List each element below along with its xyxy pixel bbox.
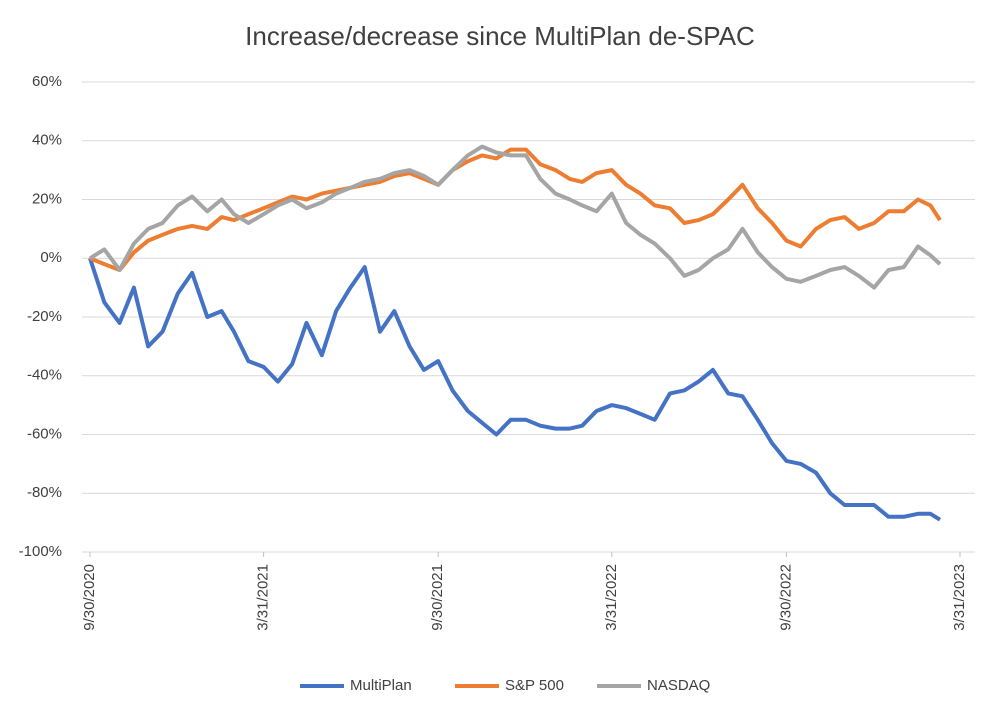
- x-tick-label: 9/30/2022: [777, 564, 794, 631]
- series-line: [88, 257, 942, 522]
- y-tick-label: 40%: [32, 132, 62, 149]
- legend-label: NASDAQ: [647, 677, 710, 694]
- y-tick-label: 60%: [32, 73, 62, 90]
- chart-title: Increase/decrease since MultiPlan de-SPA…: [245, 21, 755, 51]
- legend-label: MultiPlan: [350, 677, 412, 694]
- x-tick-label: 3/31/2023: [951, 564, 968, 631]
- legend-label: S&P 500: [505, 677, 564, 694]
- series-line: [88, 144, 942, 290]
- y-tick-label: -80%: [27, 484, 62, 501]
- x-tick-label: 9/30/2021: [429, 564, 446, 631]
- y-tick-label: -20%: [27, 308, 62, 325]
- y-tick-label: -40%: [27, 367, 62, 384]
- series-line: [89, 147, 942, 272]
- y-tick-label: -100%: [19, 543, 62, 560]
- y-tick-label: 0%: [40, 249, 62, 266]
- x-tick-label: 3/31/2022: [603, 564, 620, 631]
- x-tick-label: 3/31/2021: [255, 564, 272, 631]
- x-tick-label: 9/30/2020: [81, 564, 98, 631]
- y-tick-label: 20%: [32, 190, 62, 207]
- y-tick-label: -60%: [27, 425, 62, 442]
